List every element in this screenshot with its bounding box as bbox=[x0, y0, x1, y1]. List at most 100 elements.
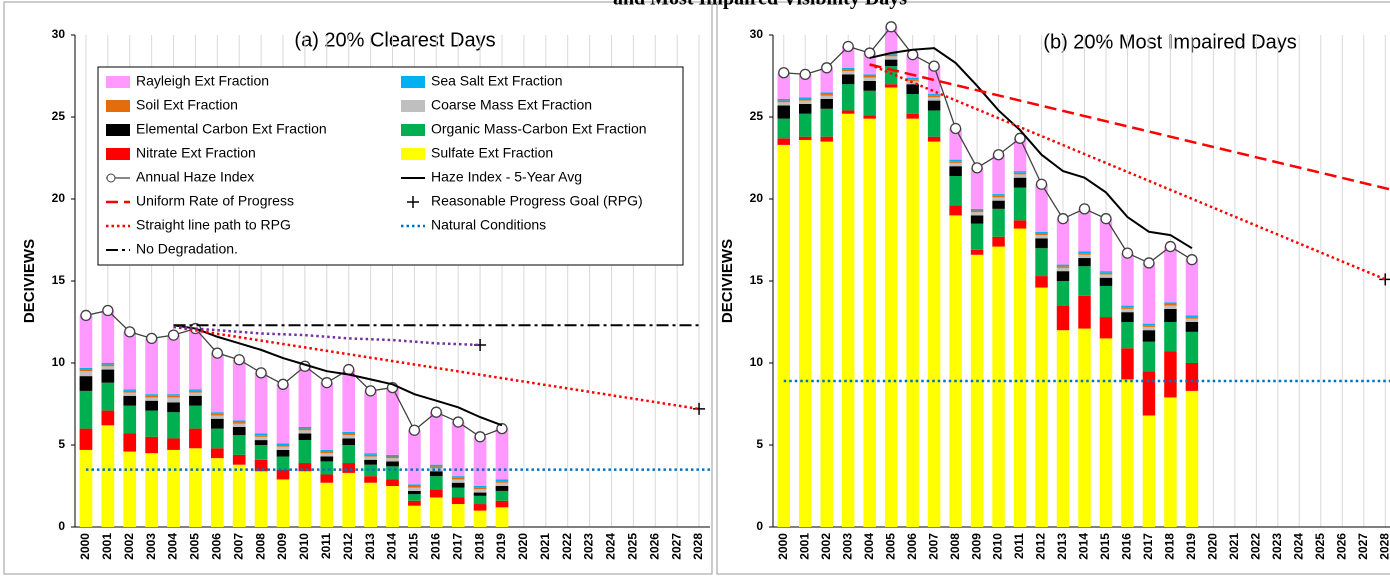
bar-segment bbox=[1121, 379, 1134, 527]
bar-segment bbox=[1121, 253, 1134, 306]
bar-segment bbox=[1164, 302, 1177, 304]
bar-segment bbox=[777, 98, 790, 101]
haze-marker bbox=[1035, 178, 1048, 190]
bar-segment bbox=[189, 428, 202, 449]
haze-marker bbox=[430, 406, 442, 418]
bar-segment bbox=[232, 464, 246, 527]
bar-segment bbox=[1013, 138, 1027, 172]
bar-segment bbox=[320, 482, 334, 527]
haze-marker bbox=[408, 424, 421, 436]
bar-segment bbox=[145, 400, 158, 411]
bar-segment bbox=[949, 128, 962, 160]
legend-label: Coarse Mass Ext Fraction bbox=[431, 97, 592, 113]
bar-segment bbox=[841, 74, 855, 85]
bar-segment bbox=[1013, 172, 1027, 175]
bar-segment bbox=[906, 118, 919, 527]
bar-segment bbox=[949, 159, 962, 162]
bar-segment bbox=[364, 454, 377, 457]
x-tick-label: 2024 bbox=[604, 533, 618, 560]
x-tick-label: 2020 bbox=[1206, 533, 1220, 560]
bar-segment bbox=[189, 448, 202, 527]
bar-segment bbox=[495, 486, 509, 491]
bar-segment bbox=[298, 366, 312, 427]
bar-segment bbox=[970, 254, 984, 527]
bar-segment bbox=[841, 67, 855, 70]
bar-segment bbox=[1056, 267, 1070, 272]
bar-segment bbox=[145, 338, 158, 395]
bar-segment bbox=[386, 461, 399, 467]
bar-segment bbox=[820, 95, 833, 99]
legend-swatch bbox=[407, 196, 419, 208]
bar-segment bbox=[1142, 326, 1156, 331]
haze-marker bbox=[80, 309, 92, 322]
haze-marker bbox=[145, 332, 158, 345]
bar-segment bbox=[1185, 317, 1199, 319]
bar-segment bbox=[429, 497, 443, 527]
bar-segment bbox=[495, 490, 509, 501]
y-tick-label: 10 bbox=[52, 355, 66, 369]
x-tick-label: 2021 bbox=[538, 533, 552, 560]
legend-box bbox=[97, 66, 684, 266]
bar-segment bbox=[1056, 264, 1070, 267]
line bbox=[173, 325, 481, 347]
bar-segment bbox=[473, 510, 487, 527]
y-axis-label: DECIVIEWS bbox=[21, 239, 38, 323]
bar-segment bbox=[79, 315, 93, 368]
bar-segment bbox=[232, 420, 246, 423]
x-tick-label: 2013 bbox=[363, 533, 377, 560]
bar-segment bbox=[1185, 390, 1199, 527]
bar-segment bbox=[342, 472, 356, 527]
legend-label: Straight line path to RPG bbox=[136, 217, 291, 233]
bar-segment bbox=[298, 428, 312, 431]
legend-label: Annual Haze Index bbox=[136, 169, 254, 185]
bar-segment bbox=[451, 479, 465, 483]
bar-segment bbox=[1078, 208, 1091, 252]
bar-segment bbox=[145, 410, 158, 437]
bar-segment bbox=[320, 451, 334, 454]
bar-segment bbox=[906, 54, 919, 78]
x-tick-label: 2027 bbox=[1356, 533, 1370, 560]
bar-segment bbox=[408, 500, 421, 506]
x-tick-label: 2026 bbox=[1334, 533, 1348, 560]
bar-segment bbox=[1056, 218, 1070, 265]
bar-segment bbox=[1121, 307, 1134, 309]
bar-segment bbox=[298, 471, 312, 527]
x-tick-label: 2022 bbox=[1249, 533, 1263, 560]
haze-marker bbox=[1143, 257, 1155, 269]
bar-segment bbox=[841, 71, 855, 75]
bar-segment bbox=[429, 467, 443, 472]
x-tick-label: 2005 bbox=[188, 533, 202, 560]
bar-segment bbox=[254, 372, 268, 434]
haze-marker bbox=[233, 354, 245, 366]
bar-segment bbox=[1013, 177, 1027, 188]
bar-segment bbox=[473, 436, 487, 486]
bar-segment bbox=[927, 94, 941, 96]
haze-marker bbox=[1078, 203, 1091, 215]
bar-segment bbox=[1185, 363, 1199, 391]
bar-segment bbox=[1078, 258, 1091, 267]
bar-segment bbox=[863, 74, 876, 76]
bar-segment bbox=[408, 494, 421, 501]
bar-segment bbox=[167, 412, 180, 439]
bar-segment bbox=[798, 100, 812, 104]
bar-segment bbox=[210, 428, 224, 449]
bar-segment bbox=[101, 425, 115, 527]
x-tick-label: 2019 bbox=[1184, 533, 1198, 560]
bar-segment bbox=[386, 456, 399, 459]
bar-segment bbox=[79, 376, 93, 391]
panel-frame bbox=[3, 1, 713, 575]
panel-frame bbox=[716, 1, 1390, 575]
x-tick-label: 2020 bbox=[516, 533, 530, 560]
legend-label: Elemental Carbon Ext Fraction bbox=[136, 121, 327, 137]
bar-segment bbox=[949, 162, 962, 167]
bar-segment bbox=[408, 430, 421, 485]
x-tick-label: 2012 bbox=[341, 533, 355, 560]
bar-segment bbox=[1078, 295, 1091, 329]
bar-segment bbox=[473, 489, 487, 493]
haze-marker bbox=[778, 67, 790, 79]
haze-marker bbox=[949, 122, 962, 135]
bar-segment bbox=[79, 449, 93, 527]
bar-segment bbox=[451, 497, 465, 505]
bar-segment bbox=[777, 102, 790, 106]
bar-segment bbox=[906, 77, 919, 80]
